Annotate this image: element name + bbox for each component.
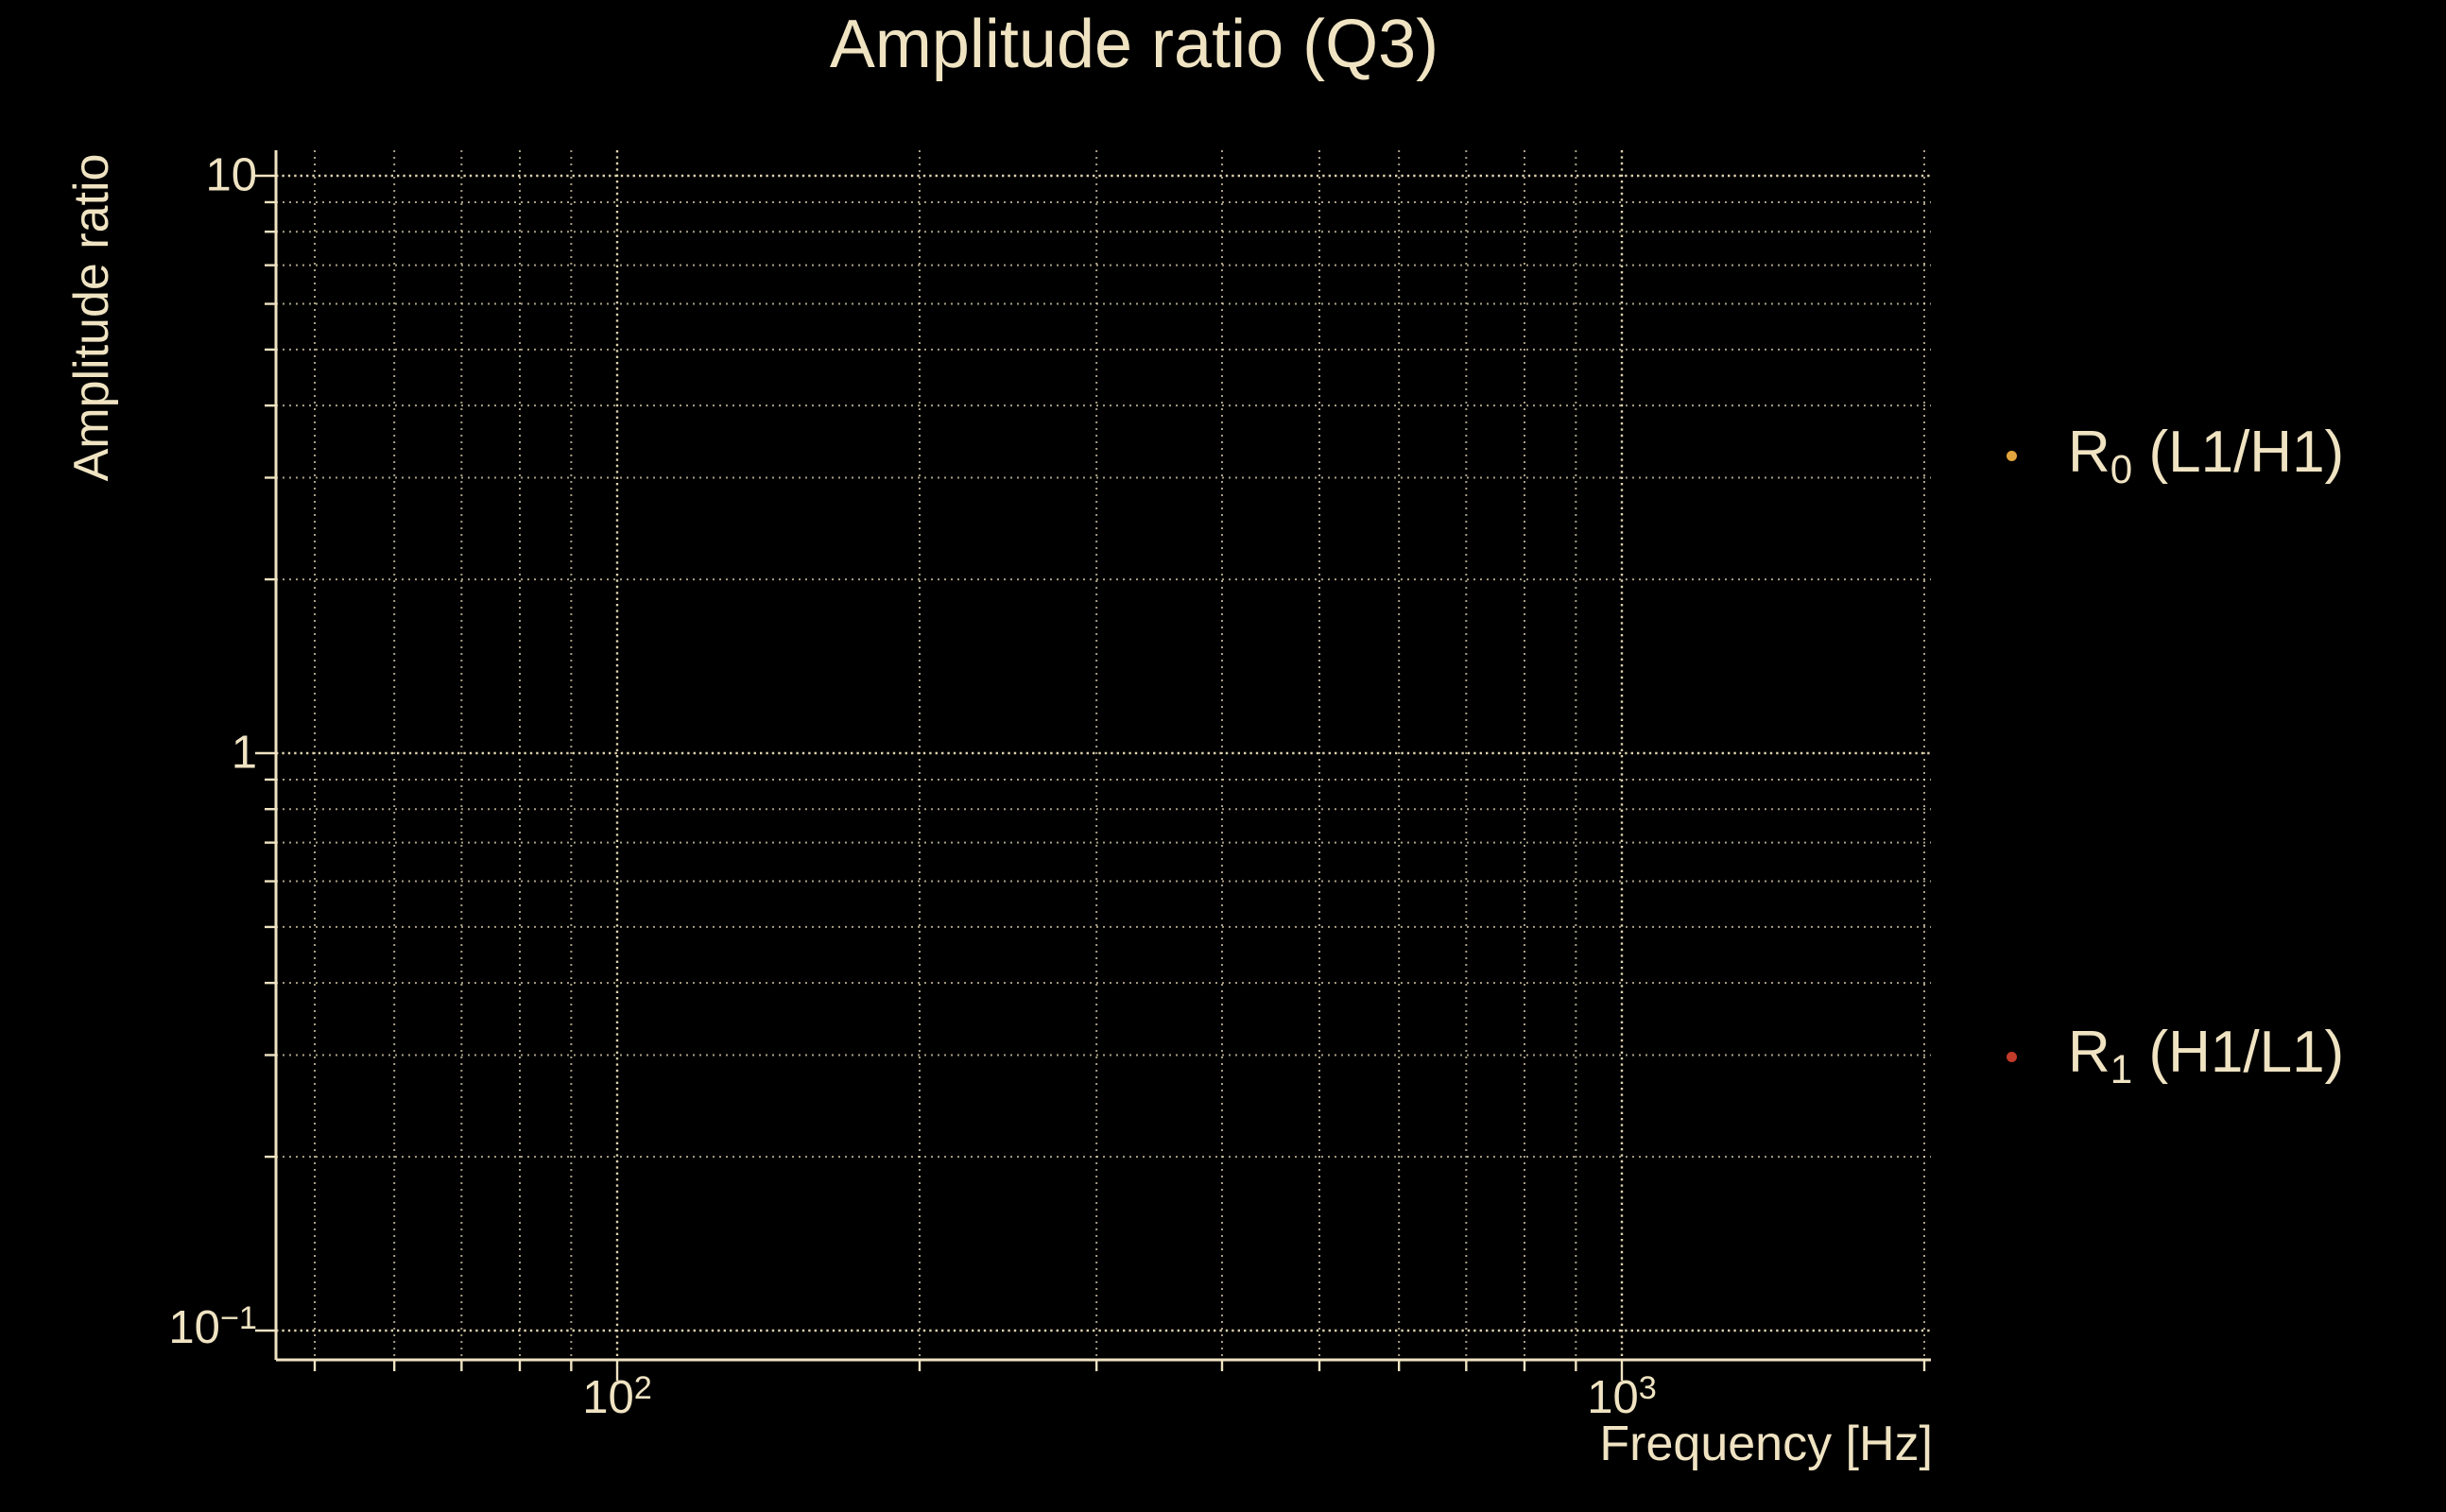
x-tick-label-exponent: 3 bbox=[1638, 1369, 1657, 1406]
legend-label-r0-pre: R bbox=[2068, 420, 2110, 485]
y-tick-label: 1 bbox=[232, 730, 257, 777]
legend-label-r1: R1 (H1/L1) bbox=[2068, 1020, 2345, 1091]
y-tick-label-base: 10 bbox=[168, 1302, 220, 1353]
y-tick-label: 10−1 bbox=[168, 1300, 257, 1356]
legend-label-r1-post: (H1/L1) bbox=[2132, 1020, 2345, 1085]
y-axis-label: Amplitude ratio bbox=[64, 153, 119, 482]
legend-label-r0-sub: 0 bbox=[2110, 446, 2133, 491]
x-tick-label-base: 10 bbox=[1587, 1372, 1639, 1423]
y-tick-label-base: 10 bbox=[205, 149, 257, 201]
x-axis-label: Frequency [Hz] bbox=[1599, 1417, 1933, 1471]
y-tick-label-exponent: −1 bbox=[219, 1299, 257, 1336]
legend-label-r1-sub: 1 bbox=[2110, 1046, 2133, 1091]
x-tick-label: 103 bbox=[1587, 1370, 1657, 1426]
chart-title: Amplitude ratio (Q3) bbox=[829, 7, 1439, 82]
legend-marker-r1-icon bbox=[2007, 1052, 2017, 1062]
legend-label-r1-pre: R bbox=[2068, 1020, 2110, 1085]
x-tick-label-base: 10 bbox=[582, 1372, 634, 1423]
legend-label-r0: R0 (L1/H1) bbox=[2068, 420, 2345, 490]
x-tick-label-exponent: 2 bbox=[633, 1369, 652, 1406]
y-tick-label: 10 bbox=[205, 149, 257, 201]
legend-marker-r0-icon bbox=[2007, 451, 2017, 461]
legend-label-r0-post: (L1/H1) bbox=[2132, 420, 2345, 485]
y-tick-label-base: 1 bbox=[231, 727, 257, 779]
x-tick-label: 102 bbox=[582, 1370, 652, 1426]
